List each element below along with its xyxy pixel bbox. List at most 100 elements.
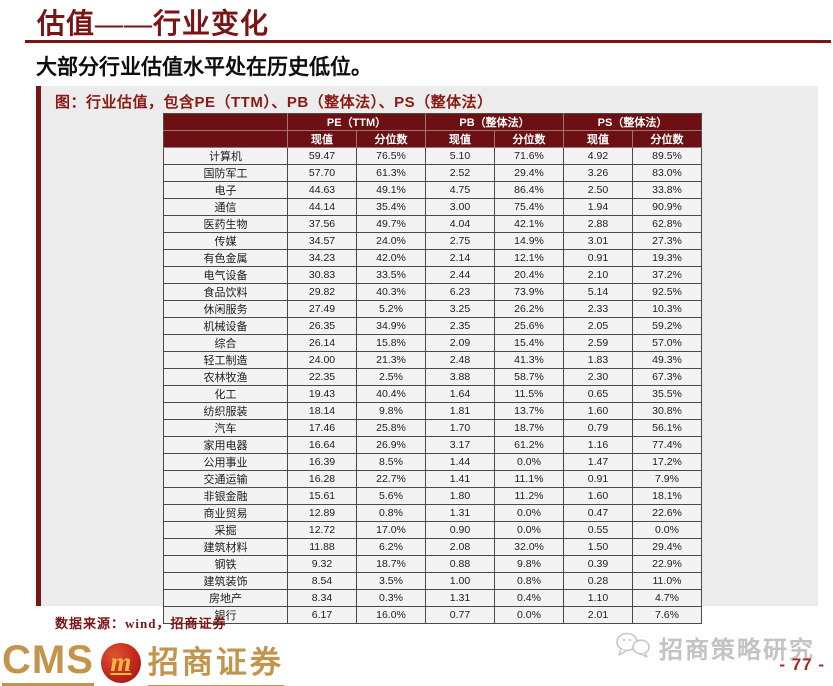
table-row: 汽车 17.46 25.8% 1.70 18.7% 0.79 56.1% [163,419,702,437]
wechat-icon [615,631,651,664]
industry-name-cell: 化工 [163,385,288,403]
figure-caption: 图：行业估值，包含PE（TTM）、PB（整体法）、PS（整体法） [55,94,493,111]
value-cell: 2.52 [425,164,495,182]
col-group-pb: PB（整体法） [425,113,564,131]
industry-name-cell: 建筑材料 [163,538,288,556]
value-cell: 0.79 [563,419,633,437]
value-cell: 30.83 [287,266,357,284]
page-number: - 77 - [779,655,825,674]
valuation-table-head: PE（TTM） PB（整体法） PS（整体法） 现值 分位数 现值 分位数 现值… [163,113,702,148]
value-cell: 2.5% [356,368,426,386]
industry-name-cell: 钢铁 [163,555,288,573]
value-cell: 0.55 [563,521,633,539]
industry-name-cell: 国防军工 [163,164,288,182]
value-cell: 16.39 [287,453,357,471]
value-cell: 1.60 [563,402,633,420]
industry-name-cell: 农林牧渔 [163,368,288,386]
value-cell: 33.8% [632,181,702,199]
value-cell: 0.0% [632,521,702,539]
value-cell: 77.4% [632,436,702,454]
value-cell: 22.35 [287,368,357,386]
source-note: 数据来源：wind，招商证券 [55,616,227,631]
value-cell: 1.83 [563,351,633,369]
value-cell: 40.3% [356,283,426,301]
value-cell: 1.60 [563,487,633,505]
value-cell: 1.16 [563,436,633,454]
value-cell: 12.72 [287,521,357,539]
table-row: 非银金融 15.61 5.6% 1.80 11.2% 1.60 18.1% [163,487,702,505]
value-cell: 3.01 [563,232,633,250]
value-cell: 1.41 [425,470,495,488]
value-cell: 73.9% [494,283,564,301]
value-cell: 1.64 [425,385,495,403]
value-cell: 5.2% [356,300,426,318]
value-cell: 83.0% [632,164,702,182]
value-cell: 49.7% [356,215,426,233]
industry-name-cell: 休闲服务 [163,300,288,318]
table-row: 建筑装饰 8.54 3.5% 1.00 0.8% 0.28 11.0% [163,572,702,590]
value-cell: 75.4% [494,198,564,216]
value-cell: 5.6% [356,487,426,505]
value-cell: 0.28 [563,572,633,590]
col-group-ps: PS（整体法） [563,113,702,131]
value-cell: 15.4% [494,334,564,352]
industry-name-cell: 计算机 [163,147,288,165]
value-cell: 3.88 [425,368,495,386]
value-cell: 17.46 [287,419,357,437]
table-row: 综合 26.14 15.8% 2.09 15.4% 2.59 57.0% [163,334,702,352]
value-cell: 2.08 [425,538,495,556]
value-cell: 12.89 [287,504,357,522]
table-row: 公用事业 16.39 8.5% 1.44 0.0% 1.47 17.2% [163,453,702,471]
value-cell: 10.3% [632,300,702,318]
industry-name-cell: 商业贸易 [163,504,288,522]
corner-cell [163,130,288,148]
table-row: 机械设备 26.35 34.9% 2.35 25.6% 2.05 59.2% [163,317,702,335]
col-ps-current: 现值 [563,130,633,148]
value-cell: 0.90 [425,521,495,539]
industry-name-cell: 传媒 [163,232,288,250]
table-row: 纺织服装 18.14 9.8% 1.81 13.7% 1.60 30.8% [163,402,702,420]
wechat-watermark-label: 招商策略研究 [659,638,815,664]
value-cell: 25.6% [494,317,564,335]
value-cell: 9.32 [287,555,357,573]
value-cell: 2.09 [425,334,495,352]
table-row: 交通运输 16.28 22.7% 1.41 11.1% 0.91 7.9% [163,470,702,488]
value-cell: 42.0% [356,249,426,267]
value-cell: 11.88 [287,538,357,556]
value-cell: 9.8% [494,555,564,573]
value-cell: 24.0% [356,232,426,250]
value-cell: 2.44 [425,266,495,284]
value-cell: 17.2% [632,453,702,471]
value-cell: 2.14 [425,249,495,267]
value-cell: 1.00 [425,572,495,590]
table-row: 电子 44.63 49.1% 4.75 86.4% 2.50 33.8% [163,181,702,199]
value-cell: 18.1% [632,487,702,505]
value-cell: 2.10 [563,266,633,284]
value-cell: 15.61 [287,487,357,505]
table-row: 建筑材料 11.88 6.2% 2.08 32.0% 1.50 29.4% [163,538,702,556]
value-cell: 92.5% [632,283,702,301]
value-cell: 3.25 [425,300,495,318]
value-cell: 29.4% [632,538,702,556]
value-cell: 12.1% [494,249,564,267]
industry-name-cell: 公用事业 [163,453,288,471]
value-cell: 8.34 [287,589,357,607]
value-cell: 16.0% [356,606,426,624]
value-cell: 0.91 [563,470,633,488]
value-cell: 0.8% [356,504,426,522]
value-cell: 32.0% [494,538,564,556]
table-row: 采掘 12.72 17.0% 0.90 0.0% 0.55 0.0% [163,521,702,539]
value-cell: 1.80 [425,487,495,505]
page-title: 估值——行业变化 [37,9,270,40]
value-cell: 2.48 [425,351,495,369]
col-pe-current: 现值 [287,130,357,148]
cms-emblem-icon: m [100,642,141,683]
cms-logo: CMS m 招商证券 [2,637,284,686]
figure-panel: 图：行业估值，包含PE（TTM）、PB（整体法）、PS（整体法） PE（TTM）… [36,86,818,624]
value-cell: 9.8% [356,402,426,420]
value-cell: 3.26 [563,164,633,182]
table-row: 医药生物 37.56 49.7% 4.04 42.1% 2.88 62.8% [163,215,702,233]
value-cell: 49.3% [632,351,702,369]
wechat-watermark: 招商策略研究 [615,630,815,665]
group-header-row: PE（TTM） PB（整体法） PS（整体法） [163,113,702,131]
